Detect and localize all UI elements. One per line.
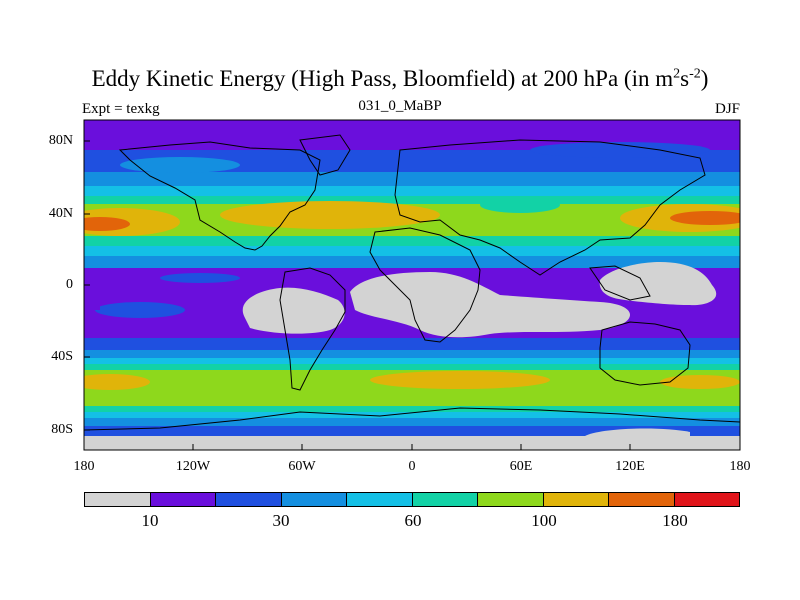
coast-greenland <box>299 134 351 176</box>
band-s1 <box>84 338 740 350</box>
band-s2 <box>84 350 740 358</box>
band-n2 <box>84 172 740 186</box>
x-tick-label: 180 <box>729 459 751 474</box>
band-n7 <box>84 246 740 256</box>
x-tick-label: 120E <box>615 459 645 474</box>
min-region-antarctic-2 <box>585 428 690 438</box>
band-s9 <box>84 426 740 436</box>
tropic-blue-1 <box>95 302 185 318</box>
plot-subtitle: 031_0_MaBP <box>358 98 442 114</box>
sh-storm-max-1 <box>84 374 150 390</box>
colorbar-label: 60 <box>404 511 422 530</box>
coast-africa <box>369 227 481 343</box>
x-tick-label: 0 <box>408 459 416 474</box>
colorbar-swatch-1 <box>150 493 216 506</box>
y-tick-label: 40N <box>48 206 73 221</box>
colorbar-label: 30 <box>272 511 290 530</box>
colorbar-swatch-6 <box>478 493 544 506</box>
tropic-blue-2 <box>160 273 240 283</box>
y-tick-label: 0 <box>66 277 73 292</box>
y-tick-label: 80N <box>48 133 73 148</box>
colorbar-swatch-7 <box>543 493 609 506</box>
sh-storm-max-3 <box>660 375 740 389</box>
band-s4 <box>84 364 740 370</box>
min-region-africa-india <box>350 272 630 338</box>
colorbar-swatch-4 <box>347 493 413 506</box>
band-n4 <box>84 196 740 204</box>
arctic-patch-2 <box>120 157 240 173</box>
min-region-antarctic <box>84 436 740 450</box>
colorbar <box>84 492 740 507</box>
coast-eurasia <box>394 139 706 276</box>
band-s7 <box>84 412 740 418</box>
colorbar-label: 10 <box>141 511 159 530</box>
colorbar-swatch-0 <box>85 493 151 506</box>
plot-title: Eddy Kinetic Energy (High Pass, Bloomfie… <box>91 66 709 91</box>
nh-atlantic-max <box>220 201 440 229</box>
band-s3 <box>84 358 740 364</box>
experiment-label: Expt = texkg <box>82 101 160 117</box>
field-layer <box>84 120 740 450</box>
tick-marks <box>83 140 741 450</box>
coast-antarctica <box>84 407 740 431</box>
colorbar-swatch-3 <box>281 493 347 506</box>
band-n3 <box>84 186 740 196</box>
x-tick-label: 60E <box>509 459 533 474</box>
x-tick-label: 180 <box>73 459 95 474</box>
band-n8 <box>84 256 740 268</box>
band-s8 <box>84 418 740 426</box>
sh-storm-max-2 <box>370 371 550 389</box>
x-tick-label: 60W <box>288 459 316 474</box>
coast-north-america <box>118 141 321 251</box>
coastlines <box>84 134 740 431</box>
arctic-patch <box>530 142 710 158</box>
band-s6 <box>84 406 740 412</box>
colorbar-swatch-8 <box>609 493 675 506</box>
coast-south-america <box>279 267 346 391</box>
colorbar-swatch-9 <box>674 493 739 506</box>
nh-pacific-core-west <box>84 217 130 231</box>
x-tick-label: 120W <box>175 459 211 474</box>
min-region-america <box>242 287 345 334</box>
y-tick-label: 80S <box>51 422 73 437</box>
colorbar-label: 100 <box>531 511 557 530</box>
colorbar-label: 180 <box>662 511 688 530</box>
colorbar-swatch-5 <box>412 493 478 506</box>
colorbar-swatch-2 <box>216 493 282 506</box>
y-tick-label: 40S <box>51 349 73 364</box>
coast-australia <box>599 321 691 386</box>
nh-pacific-core-east <box>670 211 740 225</box>
coast-maritime <box>589 265 651 301</box>
min-region-east <box>84 298 100 310</box>
band-n6 <box>84 236 740 246</box>
season-label: DJF <box>714 101 740 117</box>
nh-asia-weak <box>480 197 560 213</box>
